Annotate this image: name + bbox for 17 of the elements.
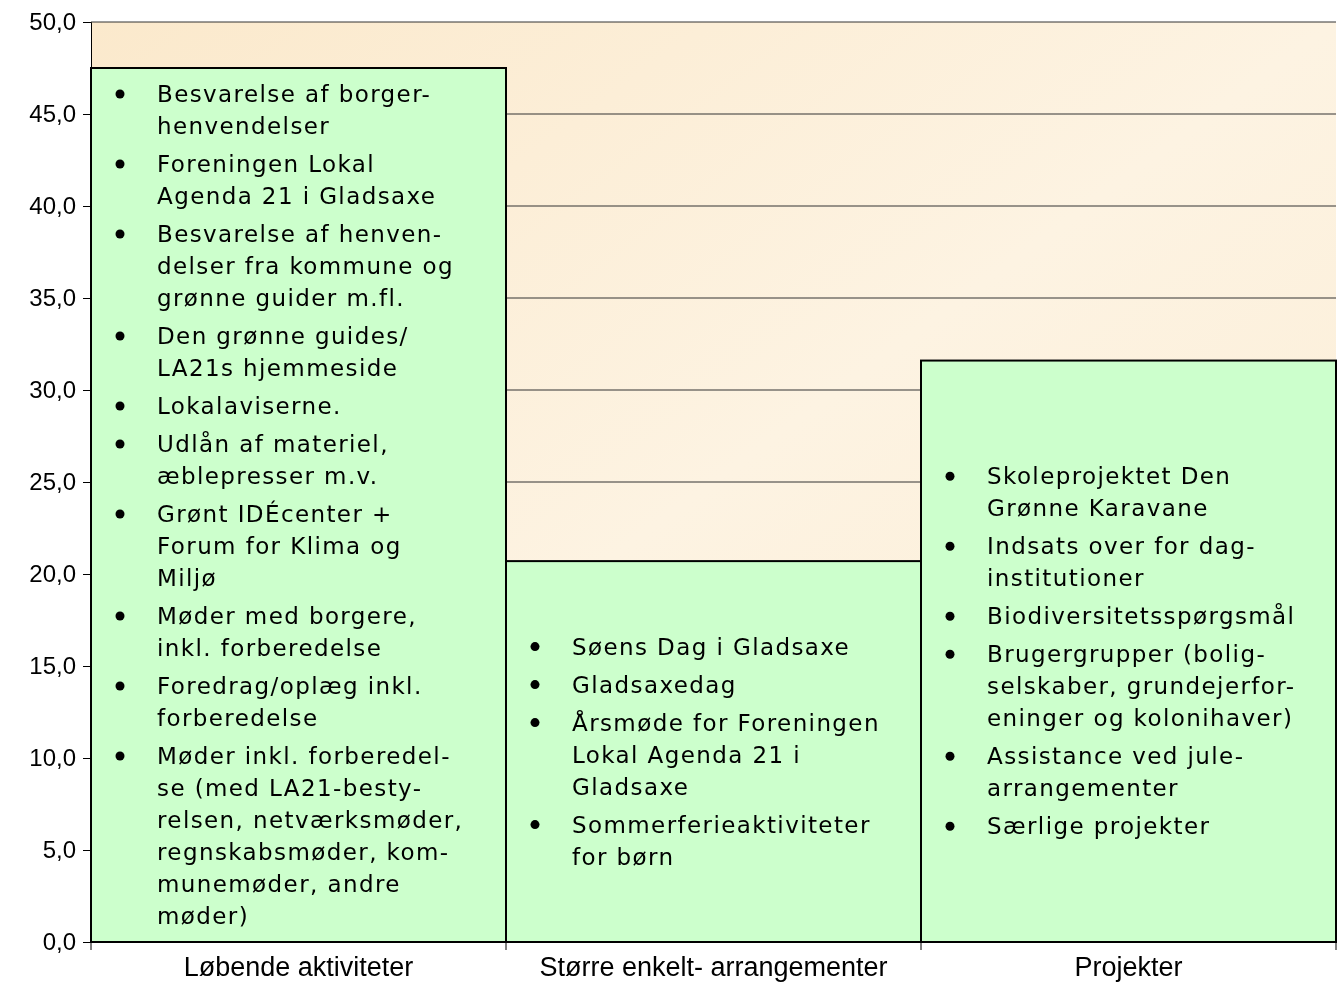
y-tick-label: 30,0	[29, 376, 76, 404]
y-tick-label: 35,0	[29, 284, 76, 312]
annotation: Søens Dag i Gladsaxe Gladsaxedag Årsmøde for Foreningen Lokal Agenda 21 i Gladsaxe Sommerferieaktiviteter for børn	[572, 633, 880, 870]
x-tick-label: Projekter	[1074, 952, 1183, 983]
y-tick-label: 20,0	[29, 560, 76, 588]
text: Skoleprojektet Den Grønne Karavane Indsats over for dag- institutioner Biodiversitetsspørgsmål Brugergrupper (bolig- selskaber, grundejerfor- eninger og kolonihaver) Assistance ved jule- arrangementer Særlige projekter	[987, 463, 1296, 840]
y-tick-label: 50,0	[29, 8, 76, 36]
y-tick-label: 15,0	[29, 652, 76, 680]
y-tick-label: 25,0	[29, 468, 76, 496]
y-tick-label: 10,0	[29, 744, 76, 772]
x-tick-label: Løbende aktiviteter	[183, 952, 414, 983]
y-tick-label: 5,0	[42, 836, 76, 864]
text: Besvarelse af borger- henvendelser Foreningen Lokal Agenda 21 i Gladsaxe Besvarelse af henven- delser fra kommune og grønne guider m.fl. Den grønne guides/ LA21s hjemmeside Lokalaviserne. Udlån af materiel, æblepresser m.v. Grønt IDÉcenter + Forum for Klima og Miljø Møder med borgere, inkl. forberedelse Foredrag/oplæg inkl. forberedelse Møder inkl. forberedel- se (med LA21-besty- relsen, netværksmøder, regnskabsmøder, kom- munemøder, andre møder)	[157, 81, 464, 930]
y-tick-label: 45,0	[29, 100, 76, 128]
y-tick-label: 0,0	[42, 928, 76, 956]
y-tick-label: 40,0	[29, 192, 76, 220]
x-tick-label: Større enkelt- arrangementer	[539, 952, 888, 983]
